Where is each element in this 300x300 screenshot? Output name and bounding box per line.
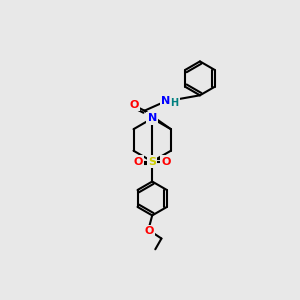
Text: O: O xyxy=(144,226,154,236)
Text: O: O xyxy=(161,157,171,166)
Text: H: H xyxy=(170,98,178,108)
Text: N: N xyxy=(161,96,170,106)
Text: S: S xyxy=(148,157,156,166)
Text: O: O xyxy=(134,157,143,166)
Text: N: N xyxy=(148,113,157,123)
Text: O: O xyxy=(129,100,138,110)
